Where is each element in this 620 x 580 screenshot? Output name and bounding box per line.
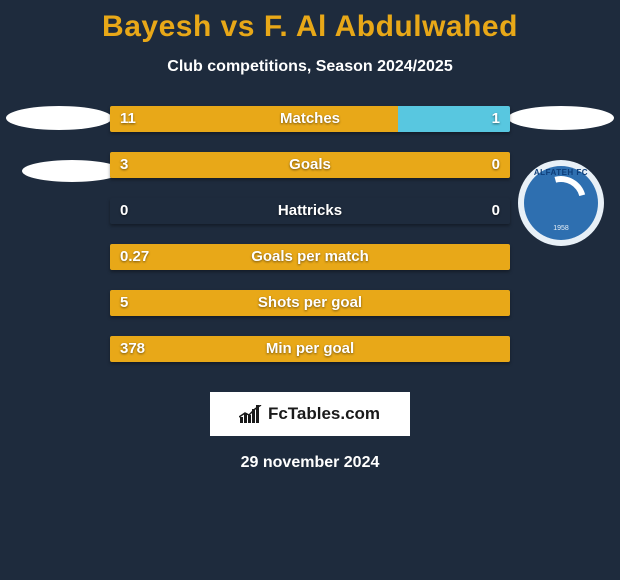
avatar-left — [6, 106, 122, 182]
comparison-card: Bayesh vs F. Al Abdulwahed Club competit… — [0, 0, 620, 580]
avatar-placeholder-icon — [508, 106, 614, 130]
club-badge-icon: ALFATEH FC 1958 — [518, 160, 604, 246]
stat-label: Shots per goal — [110, 290, 510, 316]
stat-row: 378Min per goal — [110, 336, 510, 362]
date-label: 29 november 2024 — [0, 454, 620, 472]
avatar-right: ALFATEH FC 1958 — [508, 106, 614, 246]
stat-label: Min per goal — [110, 336, 510, 362]
stat-label: Matches — [110, 106, 510, 132]
branding-badge: FcTables.com — [210, 392, 410, 436]
stat-label: Goals per match — [110, 244, 510, 270]
stat-row: 00Hattricks — [110, 198, 510, 224]
stat-bars: 111Matches 30Goals 00Hattricks 0.27Goals pe… — [110, 106, 510, 382]
stat-row: 5Shots per goal — [110, 290, 510, 316]
stat-row: 111Matches — [110, 106, 510, 132]
stats-area: ALFATEH FC 1958 111Matches 30Goals 00Hattr… — [0, 106, 620, 386]
subtitle: Club competitions, Season 2024/2025 — [0, 58, 620, 76]
club-badge-year: 1958 — [518, 225, 604, 232]
stat-row: 0.27Goals per match — [110, 244, 510, 270]
branding-text: FcTables.com — [268, 404, 380, 424]
stat-label: Hattricks — [110, 198, 510, 224]
stat-row: 30Goals — [110, 152, 510, 178]
fctables-logo-icon — [240, 405, 262, 423]
stat-label: Goals — [110, 152, 510, 178]
avatar-placeholder-icon — [6, 106, 112, 130]
avatar-placeholder-icon — [22, 160, 122, 182]
page-title: Bayesh vs F. Al Abdulwahed — [0, 0, 620, 44]
